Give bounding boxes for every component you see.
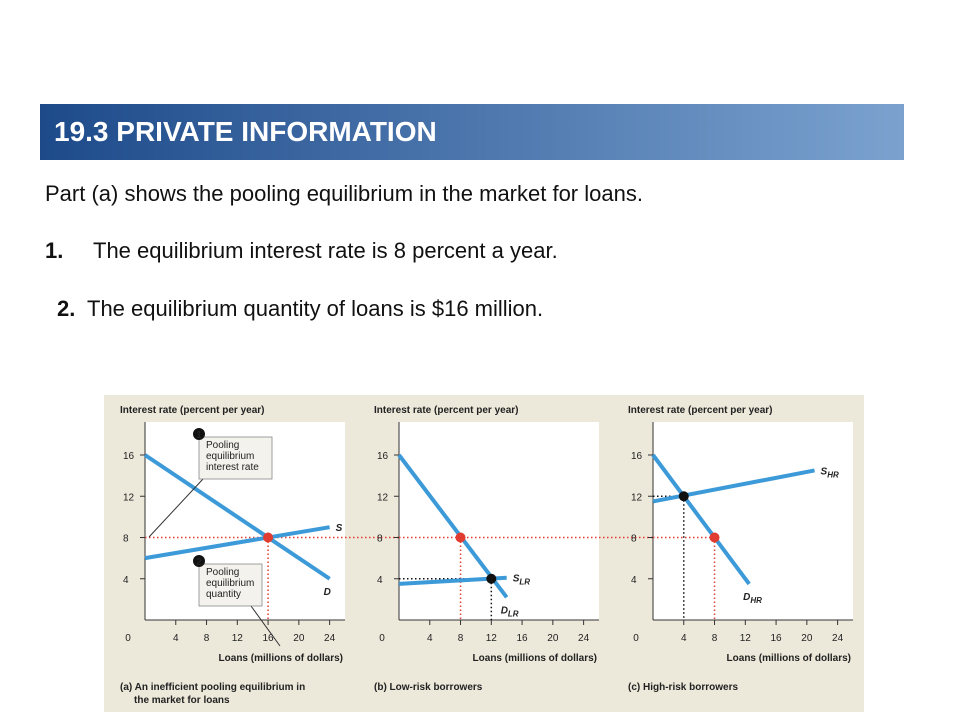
x-tick-label: 0 (125, 633, 131, 644)
point-number: 1. (45, 238, 64, 263)
series-name: S (336, 523, 343, 534)
equilibrium-point (486, 573, 497, 584)
x-tick-label: 4 (427, 633, 433, 644)
series-name: S (821, 466, 828, 477)
y-axis-title: Interest rate (percent per year) (374, 405, 519, 416)
plot-area (653, 422, 853, 620)
caption: (c) High-risk borrowers (628, 682, 738, 693)
x-tick-label: 4 (173, 633, 179, 644)
y-tick-label: 12 (631, 492, 643, 503)
series-label: SHR (821, 466, 839, 479)
x-tick-label: 20 (293, 633, 305, 644)
caption: (b) Low-risk borrowers (374, 682, 483, 693)
annotation-text: Pooling (206, 440, 239, 451)
annotation-number: 1 (196, 430, 202, 441)
annotation-text: quantity (206, 589, 241, 600)
series-name: S (513, 574, 520, 585)
y-tick-label: 16 (377, 451, 389, 462)
series-label: S (336, 523, 343, 534)
x-tick-label: 16 (517, 633, 529, 644)
y-tick-label: 8 (123, 534, 129, 545)
series-name-sub: HR (827, 470, 839, 479)
y-tick-label: 4 (631, 575, 637, 586)
x-tick-label: 24 (578, 633, 590, 644)
y-tick-label: 4 (377, 575, 383, 586)
annotation-text: equilibrium (206, 578, 254, 589)
point-text: The equilibrium quantity of loans is $16… (87, 296, 544, 321)
title-banner: 19.3 PRIVATE INFORMATION (40, 104, 904, 160)
annotation-badge (193, 428, 205, 440)
x-tick-label: 0 (633, 633, 639, 644)
point-number: 2. (57, 296, 76, 321)
annotation-text: Pooling (206, 567, 239, 578)
series-name-sub: LR (519, 578, 530, 587)
x-tick-label: 0 (379, 633, 385, 644)
leader-line (148, 478, 204, 538)
x-tick-label: 8 (204, 633, 210, 644)
annotation-number: 2 (196, 557, 202, 568)
caption: (a) An inefficient pooling equilibrium i… (120, 682, 305, 693)
series-line (144, 525, 330, 561)
series-name: D (501, 605, 508, 616)
caption: the market for loans (134, 695, 230, 706)
series-label: SLR (513, 574, 531, 587)
annotation-text: interest rate (206, 462, 259, 473)
series-line (651, 453, 751, 586)
x-tick-label: 24 (832, 633, 844, 644)
series-label: DLR (501, 605, 519, 618)
leader-line (250, 605, 281, 647)
point-text: The equilibrium interest rate is 8 perce… (93, 238, 558, 263)
y-tick-label: 4 (123, 575, 129, 586)
equilibrium-point (263, 532, 274, 543)
series-name-sub: LR (508, 609, 519, 618)
equilibrium-point (678, 491, 689, 502)
y-tick-label: 8 (631, 534, 637, 545)
y-axis-title: Interest rate (percent per year) (120, 405, 265, 416)
equilibrium-point (709, 532, 720, 543)
series-label: DHR (743, 592, 762, 605)
x-axis-title: Loans (millions of dollars) (219, 653, 343, 664)
annotation-box (198, 563, 263, 607)
series-name-sub: HR (750, 596, 762, 605)
annotation-badge (193, 555, 205, 567)
series-name: D (743, 592, 750, 603)
x-tick-label: 8 (712, 633, 718, 644)
y-tick-label: 8 (377, 534, 383, 545)
x-tick-label: 20 (801, 633, 813, 644)
y-axis-title: Interest rate (percent per year) (628, 405, 773, 416)
x-tick-label: 24 (324, 633, 336, 644)
x-axis-title: Loans (millions of dollars) (473, 653, 597, 664)
x-tick-label: 20 (547, 633, 559, 644)
annotation-text: equilibrium (206, 451, 254, 462)
x-tick-label: 12 (486, 633, 498, 644)
x-tick-label: 4 (681, 633, 687, 644)
x-tick-label: 16 (263, 633, 275, 644)
title: 19.3 PRIVATE INFORMATION (54, 116, 437, 147)
series-line (143, 453, 331, 581)
series-line (397, 453, 509, 599)
x-axis-title: Loans (millions of dollars) (727, 653, 851, 664)
series-name: D (324, 587, 331, 598)
y-tick-label: 16 (631, 451, 643, 462)
annotation-box (198, 436, 273, 480)
y-tick-label: 12 (377, 492, 389, 503)
x-tick-label: 12 (232, 633, 244, 644)
y-tick-label: 12 (123, 492, 135, 503)
intro-text: Part (a) shows the pooling equilibrium i… (45, 181, 643, 206)
x-tick-label: 8 (458, 633, 464, 644)
y-tick-label: 16 (123, 451, 135, 462)
equilibrium-point (455, 532, 466, 543)
series-label: D (324, 587, 331, 598)
x-tick-label: 12 (740, 633, 752, 644)
x-tick-label: 16 (771, 633, 783, 644)
